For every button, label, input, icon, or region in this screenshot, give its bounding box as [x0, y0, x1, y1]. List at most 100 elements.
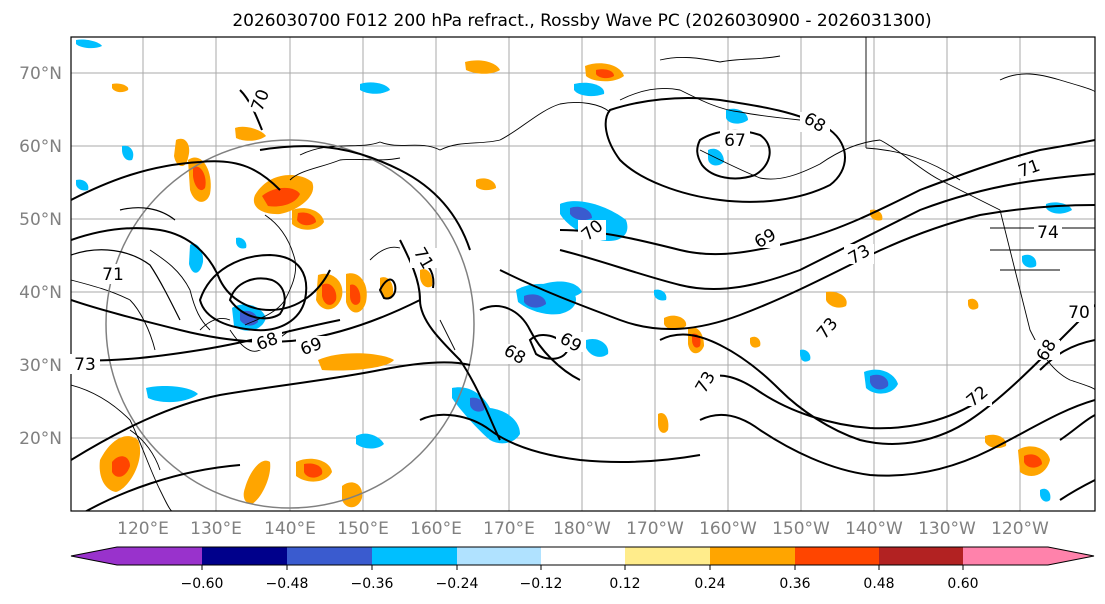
lon-label: 150°E — [337, 519, 389, 539]
patch — [146, 386, 198, 403]
colorbar-label: −0.48 — [266, 576, 309, 592]
patch — [420, 269, 433, 288]
lon-label: 150°W — [772, 519, 830, 539]
gridlines — [71, 37, 1095, 511]
lon-label: 160°W — [699, 519, 757, 539]
contour-label: 71 — [102, 265, 124, 285]
great-circle — [105, 139, 475, 509]
patch — [470, 397, 485, 412]
patch — [574, 82, 605, 97]
patch — [76, 179, 89, 191]
lat-label: 70°N — [19, 64, 62, 84]
contour-label-group: 70 71 73 68 69 71 70 68 69 67 68 69 73 7… — [70, 84, 1094, 411]
colorbar-segment — [117, 547, 202, 565]
patch — [800, 349, 811, 362]
shading-patches — [76, 39, 1072, 508]
patch — [262, 187, 300, 207]
colorbar-label: 0.36 — [779, 576, 810, 592]
patch — [826, 291, 847, 308]
colorbar-label: −0.12 — [520, 576, 563, 592]
lat-label: 30°N — [19, 356, 62, 376]
colorbar-label: 0.60 — [947, 576, 978, 592]
patch — [304, 463, 323, 478]
patch — [658, 412, 669, 433]
lon-label: 130°W — [918, 519, 976, 539]
colorbar-label: −0.36 — [351, 576, 394, 592]
contour-label: 67 — [724, 131, 746, 151]
patch — [318, 353, 394, 371]
patch — [189, 243, 204, 273]
colorbar-segment — [541, 547, 625, 565]
colorbar-segment — [710, 547, 795, 565]
patch — [297, 212, 316, 226]
colorbar-ticks — [201, 565, 964, 570]
patch — [476, 178, 496, 191]
colorbar-segment — [1048, 547, 1094, 565]
patch — [452, 387, 520, 444]
contour-label: 73 — [74, 355, 96, 375]
patch — [1022, 254, 1037, 268]
lon-label: 130°E — [190, 519, 242, 539]
patch — [240, 310, 258, 326]
colorbar-segment — [287, 547, 372, 565]
patch — [654, 289, 667, 301]
patch — [193, 166, 206, 191]
map-area — [71, 37, 1095, 511]
colorbar-label: 0.12 — [609, 576, 640, 592]
coastlines — [71, 37, 1095, 511]
patch — [524, 294, 546, 308]
patch — [350, 284, 361, 305]
map-title: 2026030700 F012 200 hPa refract., Rossby… — [232, 11, 931, 31]
colorbar-segment — [372, 547, 457, 565]
patch — [870, 374, 889, 390]
lon-label: 140°E — [264, 519, 316, 539]
colorbar-segment — [795, 547, 879, 565]
patch — [342, 482, 363, 508]
colorbar-label: 0.24 — [694, 576, 725, 592]
lon-label: 120°W — [991, 519, 1049, 539]
patch — [1024, 454, 1042, 468]
lat-label: 50°N — [19, 210, 62, 230]
lat-label: 60°N — [19, 137, 62, 157]
patch — [596, 69, 614, 79]
colorbar-outline — [70, 546, 1095, 566]
patch — [570, 206, 592, 221]
patch — [664, 315, 687, 330]
patch — [586, 338, 609, 357]
colorbar-segment — [879, 547, 963, 565]
patch — [112, 83, 129, 93]
colorbar-label: 0.48 — [863, 576, 894, 592]
patch — [360, 82, 390, 94]
contour-label: 70 — [1068, 303, 1090, 323]
lon-label: 180°W — [553, 519, 611, 539]
patch — [76, 39, 102, 49]
patch — [356, 433, 384, 449]
colorbar-segment — [202, 547, 287, 565]
lon-label: 170°W — [626, 519, 684, 539]
colorbar-segment — [963, 547, 1048, 565]
contour-label: 74 — [1037, 223, 1059, 243]
lon-label: 160°E — [410, 519, 462, 539]
lat-label: 20°N — [19, 429, 62, 449]
patch — [380, 277, 394, 300]
patch — [112, 456, 130, 477]
colorbar-label: −0.24 — [436, 576, 479, 592]
patch — [968, 298, 979, 310]
patch — [236, 237, 247, 249]
patch — [235, 126, 266, 141]
colorbar: −0.60 −0.48 −0.36 −0.24 −0.12 0.12 0.24 … — [70, 546, 1095, 592]
colorbar-segment — [625, 547, 710, 565]
colorbar-segment — [457, 547, 541, 565]
map-frame — [70, 36, 1096, 512]
colorbar-label: −0.60 — [181, 576, 224, 592]
lat-label: 40°N — [19, 283, 62, 303]
lon-label: 120°E — [117, 519, 169, 539]
lon-label: 170°E — [483, 519, 535, 539]
patch — [122, 145, 134, 161]
lon-label: 140°W — [845, 519, 903, 539]
longitude-labels: 120°E 130°E 140°E 150°E 160°E 170°E 180°… — [117, 519, 1049, 539]
patch — [750, 336, 761, 348]
colorbar-segment — [71, 547, 117, 565]
patch — [174, 138, 190, 167]
